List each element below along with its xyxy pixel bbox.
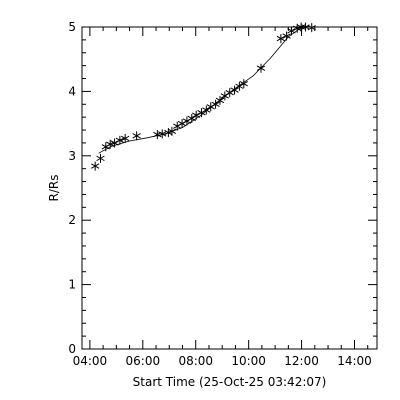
data-point <box>106 139 115 149</box>
x-axis-ticks: 04:00 06:00 08:00 10:00 12:00 14:00 <box>73 27 372 368</box>
data-point <box>211 99 220 109</box>
x-tick-label: 14:00 <box>337 354 372 368</box>
data-point <box>239 79 248 89</box>
y-tick-label: 1 <box>68 278 76 292</box>
y-tick-label: 5 <box>68 20 76 34</box>
y-tick-label: 4 <box>68 84 76 98</box>
data-point <box>115 135 125 145</box>
x-tick-label: 12:00 <box>284 354 319 368</box>
data-point <box>307 23 316 33</box>
x-tick-label: 08:00 <box>178 354 213 368</box>
data-point <box>177 119 187 129</box>
x-tick-label: 10:00 <box>231 354 266 368</box>
plot-border <box>81 26 378 350</box>
data-point <box>293 23 302 33</box>
data-point <box>158 129 167 139</box>
data-point <box>276 34 286 44</box>
data-point <box>225 88 234 98</box>
data-point <box>282 31 291 41</box>
data-point <box>256 63 266 73</box>
y-tick-label: 0 <box>68 342 76 356</box>
data-point <box>132 131 141 141</box>
fit-line-group <box>98 27 302 154</box>
fit-line <box>98 27 302 154</box>
data-point <box>202 105 211 115</box>
data-point <box>91 161 100 171</box>
data-point <box>167 126 177 136</box>
data-point <box>215 95 225 105</box>
data-point <box>182 116 192 126</box>
plot-frame <box>81 26 378 350</box>
y-axis-ticks: 0 1 2 3 4 5 <box>68 20 377 356</box>
data-point <box>287 26 296 36</box>
data-point <box>192 110 201 120</box>
x-tick-label: 04:00 <box>73 354 108 368</box>
y-tick-label: 3 <box>68 149 76 163</box>
data-point <box>96 153 105 163</box>
data-points <box>91 22 316 171</box>
data-point <box>153 130 162 140</box>
data-point <box>121 133 130 143</box>
x-tick-label: 06:00 <box>126 354 161 368</box>
data-point <box>230 85 239 95</box>
data-point <box>187 113 196 123</box>
y-axis-label: R/Rs <box>47 175 61 202</box>
x-axis-label: Start Time (25-Oct-25 03:42:07) <box>133 375 327 389</box>
y-tick-label: 2 <box>68 213 76 227</box>
